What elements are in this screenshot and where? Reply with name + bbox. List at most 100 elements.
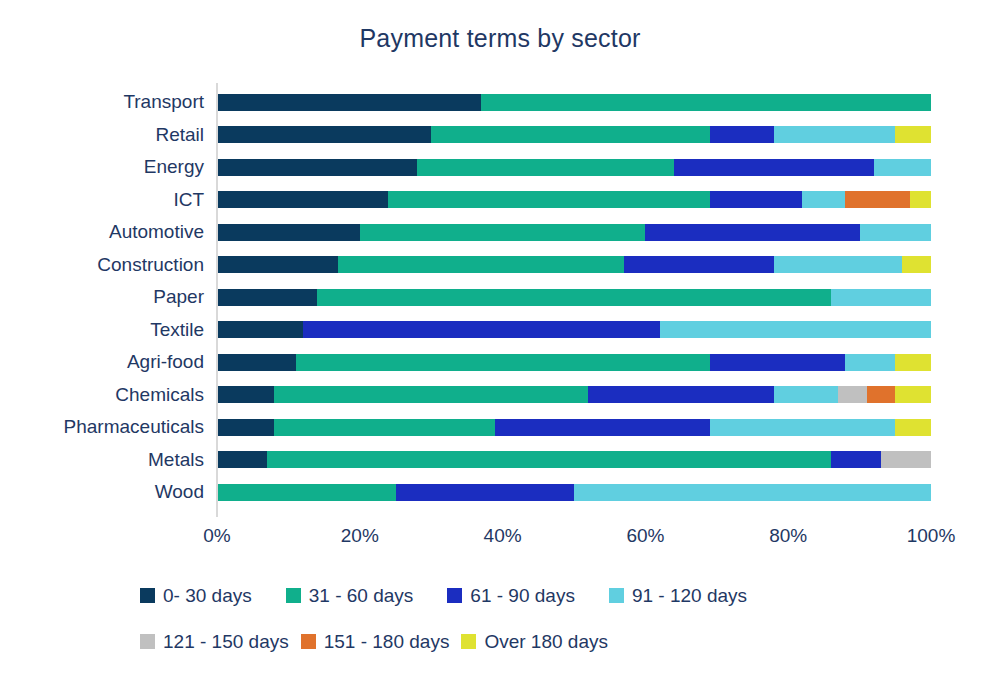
x-axis-tick-label: 40% [484,525,522,547]
x-axis-tick-label: 0% [203,525,230,547]
bar-segment [495,419,709,436]
bar-track [217,289,931,306]
bar-segment [217,126,431,143]
bar-track [217,386,931,403]
legend-label: 31 - 60 days [309,585,414,607]
legend-item: 121 - 150 days [140,631,289,653]
bar-segment [217,484,396,501]
bar-segment [910,191,931,208]
bar-segment [217,256,338,273]
bar-segment [874,159,931,176]
category-label: Chemicals [0,384,217,406]
y-axis-line [216,83,218,517]
legend-item: 61 - 90 days [447,585,575,607]
bar-track [217,419,931,436]
bar-segment [838,386,867,403]
bar-segment [574,484,931,501]
category-label: Transport [0,91,217,113]
bar-segment [274,386,588,403]
bar-segment [660,321,931,338]
bar-track [217,126,931,143]
bar-segment [217,419,274,436]
bar-segment [831,289,931,306]
bar-row: ICT [0,184,1000,217]
bar-segment [217,451,267,468]
bar-rows: Transport Retail Energy ICT Automotive Constr… [0,86,1000,509]
bar-segment [895,126,931,143]
chart-title: Payment terms by sector [0,0,1000,53]
bar-segment [217,191,388,208]
bar-row: Pharmaceuticals [0,411,1000,444]
bar-segment [710,419,896,436]
category-label: Construction [0,254,217,276]
bar-segment [845,354,895,371]
bar-segment [217,386,274,403]
legend-item: 151 - 180 days [301,631,450,653]
category-label: ICT [0,189,217,211]
legend-item: 31 - 60 days [286,585,414,607]
bar-row: Transport [0,86,1000,119]
bar-segment [317,289,831,306]
bar-segment [774,126,895,143]
legend-swatch-icon [301,634,316,649]
legend-label: 91 - 120 days [632,585,747,607]
legend-item: 91 - 120 days [609,585,747,607]
bar-segment [267,451,831,468]
bar-segment [431,126,709,143]
bar-segment [217,289,317,306]
bar-row: Textile [0,314,1000,347]
bar-segment [867,386,896,403]
legend-swatch-icon [140,634,155,649]
bar-segment [217,321,303,338]
legend-item: Over 180 days [461,631,608,653]
bar-segment [895,386,931,403]
bar-track [217,354,931,371]
bar-segment [296,354,710,371]
legend-swatch-icon [609,588,624,603]
legend-swatch-icon [140,588,155,603]
category-label: Agri-food [0,351,217,373]
legend-swatch-icon [447,588,462,603]
bar-segment [217,354,296,371]
bar-segment [710,126,774,143]
legend: 0- 30 days 31 - 60 days 61 - 90 days 91 - 1… [140,585,1000,653]
x-axis: 0%20%40%60%80%100% [217,521,931,555]
bar-track [217,191,931,208]
bar-track [217,321,931,338]
bar-segment [831,451,881,468]
category-label: Wood [0,481,217,503]
bar-segment [645,224,859,241]
legend-row-2: 121 - 150 days 151 - 180 days Over 180 day… [140,631,1000,653]
category-label: Retail [0,124,217,146]
bar-row: Wood [0,476,1000,509]
bar-segment [217,94,481,111]
x-axis-tick-label: 100% [907,525,956,547]
x-axis-tick-label: 60% [626,525,664,547]
bar-row: Retail [0,119,1000,152]
bar-segment [710,191,803,208]
bar-segment [710,354,846,371]
bar-segment [588,386,774,403]
bar-track [217,159,931,176]
bar-segment [624,256,774,273]
bar-segment [895,354,931,371]
bar-segment [902,256,931,273]
chart-page: Payment terms by sector Transport Retail E… [0,0,1000,675]
bar-segment [674,159,874,176]
legend-swatch-icon [286,588,301,603]
bar-segment [274,419,495,436]
bar-row: Paper [0,281,1000,314]
category-label: Textile [0,319,217,341]
bar-row: Metals [0,444,1000,477]
bar-segment [774,256,903,273]
legend-item: 0- 30 days [140,585,252,607]
bar-row: Energy [0,151,1000,184]
plot-area: Transport Retail Energy ICT Automotive Constr… [0,86,1000,555]
x-axis-tick-label: 80% [769,525,807,547]
bar-row: Automotive [0,216,1000,249]
bar-segment [845,191,909,208]
bar-track [217,451,931,468]
bar-segment [481,94,931,111]
legend-label: 121 - 150 days [163,631,289,653]
bar-segment [802,191,845,208]
